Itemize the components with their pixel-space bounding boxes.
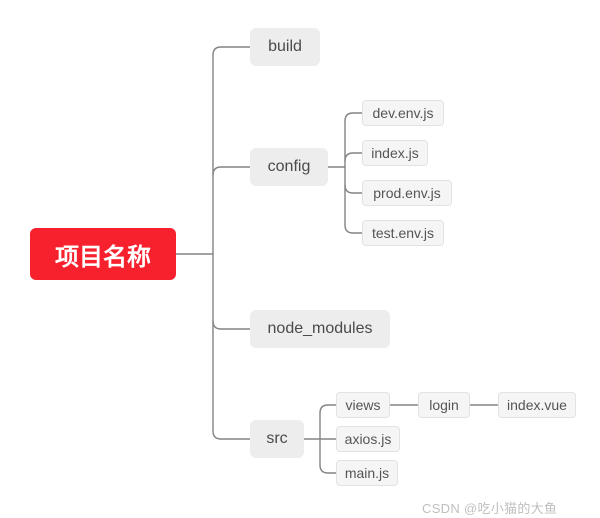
node-build: build: [250, 28, 320, 66]
node-label-views: views: [345, 397, 380, 413]
node-label-src: src: [266, 430, 287, 448]
node-root: 项目名称: [30, 228, 176, 280]
node-config: config: [250, 148, 328, 186]
node-views: views: [336, 392, 390, 418]
node-login: login: [418, 392, 470, 418]
node-label-root: 项目名称: [55, 237, 151, 272]
node-label-devenv: dev.env.js: [373, 105, 434, 121]
node-label-prodenv: prod.env.js: [373, 185, 440, 201]
node-label-indexjs: index.js: [371, 145, 418, 161]
node-axios: axios.js: [336, 426, 400, 452]
node-indexjs: index.js: [362, 140, 428, 166]
node-label-login: login: [429, 397, 459, 413]
node-label-indexvue: index.vue: [507, 397, 567, 413]
node-src: src: [250, 420, 304, 458]
node-label-mainjs: main.js: [345, 465, 389, 481]
node-label-config: config: [268, 158, 311, 176]
node-label-axios: axios.js: [345, 431, 392, 447]
node-label-build: build: [268, 38, 302, 56]
node-node_mod: node_modules: [250, 310, 390, 348]
node-prodenv: prod.env.js: [362, 180, 452, 206]
node-mainjs: main.js: [336, 460, 398, 486]
node-label-node_mod: node_modules: [268, 320, 373, 338]
node-label-testenv: test.env.js: [372, 225, 434, 241]
node-devenv: dev.env.js: [362, 100, 444, 126]
watermark-text: CSDN @吃小猫的大鱼: [422, 498, 557, 517]
node-testenv: test.env.js: [362, 220, 444, 246]
node-indexvue: index.vue: [498, 392, 576, 418]
